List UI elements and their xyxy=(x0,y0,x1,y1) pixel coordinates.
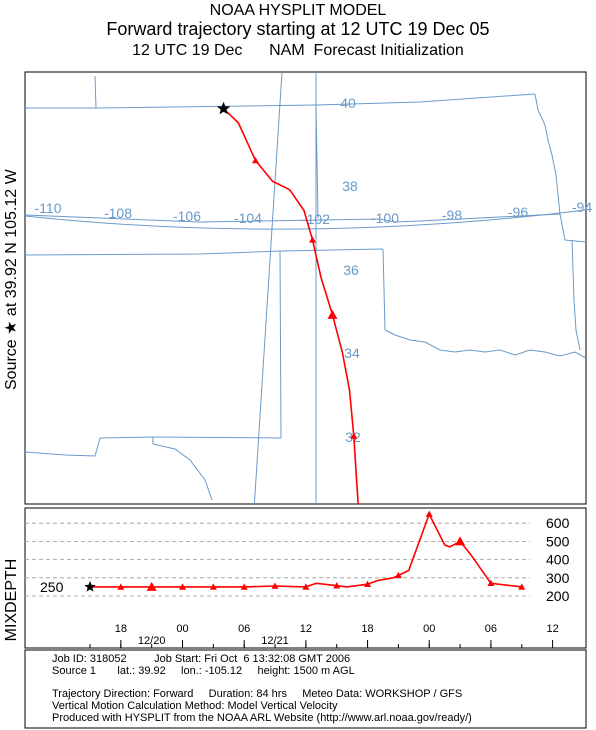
state-border-arkansas xyxy=(571,239,581,351)
mixdepth-marker xyxy=(333,582,341,589)
mixdepth-start-star-icon xyxy=(84,580,96,592)
new-mexico-texas-south xyxy=(152,436,282,439)
mixdepth-marker xyxy=(425,510,433,517)
graticule-parallel xyxy=(25,209,586,230)
trajectory-marker xyxy=(360,554,367,560)
mixdepth-marker xyxy=(146,581,157,591)
map-frame xyxy=(24,71,587,505)
missouri-river xyxy=(534,93,561,215)
mixdepth-x-tick-label: 12 xyxy=(300,623,312,635)
mixdepth-grid xyxy=(25,522,530,597)
trajectory-marker xyxy=(350,432,358,439)
mixdepth-x-tick-label: 18 xyxy=(115,623,127,635)
title-initialization: 12 UTC 19 Dec NAM Forecast Initializatio… xyxy=(132,42,464,59)
longitude-tick-label: -110 xyxy=(35,200,62,216)
mixdepth-x-tick-label: 18 xyxy=(361,623,373,635)
title-trajectory: Forward trajectory starting at 12 UTC 19… xyxy=(106,19,490,39)
trajectory-marker xyxy=(403,666,410,672)
mixdepth-marker xyxy=(518,583,526,590)
state-border-kansas-south xyxy=(25,213,561,223)
title-model: NOAA HYSPLIT MODEL xyxy=(209,2,387,19)
longitude-tick-label: -102 xyxy=(302,211,330,227)
longitude-tick-label: -108 xyxy=(104,205,132,221)
state-border-oklahoma-east xyxy=(559,213,586,243)
footer-produced-line: Produced with HYSPLIT from the NOAA ARL … xyxy=(52,712,472,724)
longitude-tick-label: -100 xyxy=(371,210,399,226)
longitude-tick-label: -94 xyxy=(572,199,592,215)
mixdepth-tick-labels: 600 500 400 300 200 18 00 06 12 18 00 06 12 12/20 12/2… xyxy=(89,515,570,648)
start-value-label: 250 xyxy=(40,579,64,595)
longitude-tick-label: -106 xyxy=(173,208,201,224)
trajectory-line xyxy=(223,108,359,504)
map-tick-labels: -110 -108 -106 -104 -102 -100 -98 -96 -94 40 38 36 3… xyxy=(35,95,593,445)
longitude-tick-label: -98 xyxy=(442,207,462,223)
mixdepth-marker xyxy=(209,583,217,590)
mixdepth-marker xyxy=(240,583,248,590)
source-label: Source ★ at 39.92 N 105.12 W xyxy=(3,168,20,390)
footer-frame xyxy=(24,649,587,729)
mixdepth-x-tick-label: 00 xyxy=(176,623,188,635)
latitude-tick-label: 40 xyxy=(340,95,356,111)
mixdepth-marker xyxy=(179,583,187,590)
longitude-tick-label: -104 xyxy=(234,210,262,226)
mixdepth-y-tick-label: 300 xyxy=(546,570,570,586)
trajectory-marker xyxy=(392,658,399,664)
footer-vertical-line: Vertical Motion Calculation Method: Mode… xyxy=(52,700,338,712)
mixdepth-marker xyxy=(364,580,372,587)
red-river xyxy=(384,329,586,359)
mixdepth-y-tick-label: 600 xyxy=(546,515,570,531)
trajectory-path xyxy=(223,108,410,672)
mixdepth-y-tick-label: 400 xyxy=(546,552,570,568)
state-border-new-mexico-east xyxy=(279,250,282,439)
latitude-tick-label: 34 xyxy=(344,345,360,361)
state-border-north xyxy=(94,75,536,109)
mixdepth-axis-label: MIXDEPTH xyxy=(3,559,20,642)
latitude-tick-label: 36 xyxy=(343,262,359,278)
mixdepth-x-tick-label: 06 xyxy=(238,623,250,635)
mixdepth-marker xyxy=(487,579,495,587)
trajectory-marker xyxy=(374,619,384,628)
mixdepth-y-tick-label: 200 xyxy=(546,588,570,604)
map-background-lines xyxy=(25,75,586,501)
graticule-meridian-104 xyxy=(253,72,283,504)
start-star-icon xyxy=(216,101,231,115)
mixdepth-date-label: 12/21 xyxy=(261,635,289,647)
mixdepth-y-tick-label: 500 xyxy=(546,533,570,549)
mixdepth-series xyxy=(84,510,526,592)
state-border-colorado-south xyxy=(25,250,283,256)
trajectory-marker xyxy=(327,309,338,319)
footer-job-line: Job ID: 318052 Job Start: Fri Oct 6 13:3… xyxy=(52,653,351,665)
mixdepth-line xyxy=(90,512,522,588)
state-border-oklahoma-panhandle xyxy=(281,248,384,252)
mixdepth-marker xyxy=(271,582,279,589)
trajectory-marker xyxy=(309,236,316,243)
mixdepth-x-tick-label: 00 xyxy=(423,623,435,635)
trajectory-marker xyxy=(252,156,259,164)
start-star xyxy=(216,101,231,115)
state-border-texas-west xyxy=(382,248,386,331)
mixdepth-x-tick-label: 12 xyxy=(546,623,558,635)
latitude-tick-label: 38 xyxy=(342,178,358,194)
mixdepth-marker xyxy=(302,583,310,590)
mixdepth-x-tick-label: 06 xyxy=(485,623,497,635)
mixdepth-marker xyxy=(117,583,125,590)
mixdepth-marker xyxy=(455,536,466,546)
rio-grande-border xyxy=(25,436,213,501)
mixdepth-date-label: 12/20 xyxy=(138,635,166,647)
lat-lon-grid xyxy=(25,72,586,504)
mixdepth-marker xyxy=(394,571,402,579)
footer-trajectory-line: Trajectory Direction: Forward Duration: … xyxy=(52,688,463,700)
footer-source-line: Source 1 lat.: 39.92 lon.: -105.12 heigh… xyxy=(52,665,355,677)
longitude-tick-label: -96 xyxy=(508,204,528,220)
